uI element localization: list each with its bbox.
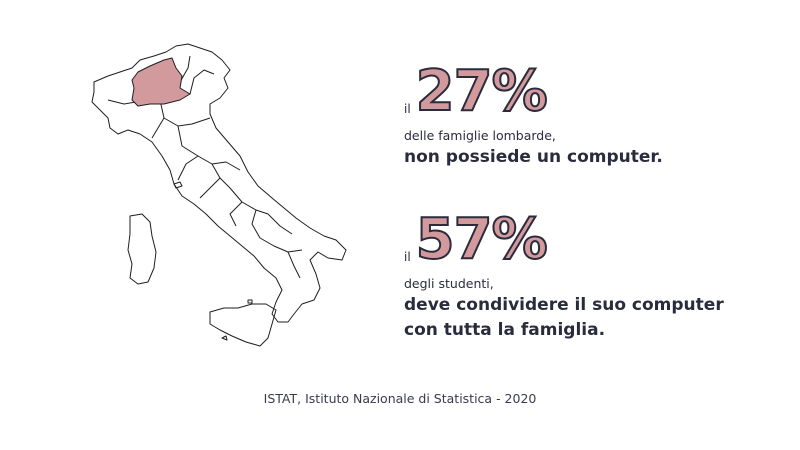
sardinia-outline (127, 213, 157, 285)
stat-percentage: 57% (415, 207, 549, 272)
small-island-2 (247, 299, 253, 304)
italy-map (91, 43, 347, 347)
stat-prefix: il (404, 102, 411, 116)
stat-description: delle famiglie lombarde, (404, 128, 556, 143)
sicily-outline (209, 303, 277, 347)
stat-block-2: il 57% degli studenti, deve condividere … (404, 200, 724, 342)
stat-block-1: il 27% delle famiglie lombarde, non poss… (404, 52, 663, 169)
source-caption: ISTAT, Istituto Nazionale di Statistica … (263, 391, 537, 406)
lombardia-region (131, 57, 191, 107)
stat-emphasis-line-1: deve condividere il suo computer (404, 295, 724, 315)
stat-headline: il 57% (404, 200, 724, 272)
elba-outline (173, 181, 183, 189)
stat-emphasis: non possiede un computer. (404, 147, 663, 167)
stat-headline: il 27% (404, 52, 663, 124)
small-island (221, 335, 228, 341)
stat-prefix: il (404, 250, 411, 264)
italy-mainland-outline (91, 43, 347, 323)
stat-emphasis-line-2: con tutta la famiglia. (404, 320, 606, 340)
stat-description: degli studenti, (404, 276, 494, 291)
stat-percentage: 27% (415, 59, 549, 124)
